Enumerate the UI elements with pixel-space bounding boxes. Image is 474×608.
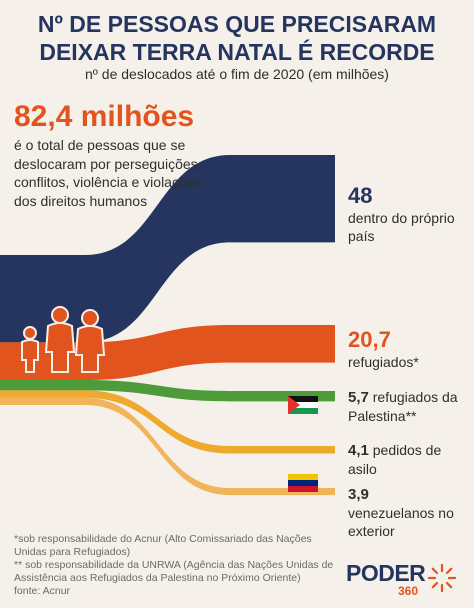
footnotes: *sob responsabilidade do Acnur (Alto Com… bbox=[14, 533, 344, 598]
label-text: refugiados* bbox=[348, 354, 419, 370]
flow-asylum-requests bbox=[0, 390, 335, 454]
label-value: 4,1 bbox=[348, 442, 369, 459]
source-note: fonte: Acnur bbox=[14, 585, 71, 597]
label-value: 5,7 bbox=[348, 389, 369, 406]
label-text: refugiados da Palestina** bbox=[348, 389, 458, 424]
label-palestine-refugees: 5,7 refugiados da Palestina** bbox=[348, 388, 466, 425]
label-value: 20,7 bbox=[348, 327, 391, 352]
label-refugees: 20,7 refugiados* bbox=[348, 327, 458, 371]
venezuela-flag-icon bbox=[288, 474, 318, 492]
flow-palestine-refugees bbox=[0, 380, 335, 402]
total-value: 82,4 milhões bbox=[14, 100, 195, 133]
label-value: 3,9 bbox=[348, 486, 369, 503]
logo-suffix: 360 bbox=[398, 584, 419, 598]
total-description: é o total de pessoas que se deslocaram p… bbox=[14, 137, 202, 209]
flow-inside-country bbox=[0, 155, 335, 343]
label-value: 48 bbox=[348, 183, 373, 208]
label-venezuelans-abroad: 3,9 venezuelanos no exterior bbox=[348, 485, 458, 540]
label-inside-country: 48 dentro do próprio país bbox=[348, 183, 458, 245]
subtitle: nº de deslocados até o fim de 2020 (em m… bbox=[85, 66, 389, 82]
poder360-logo: PODER 360 bbox=[346, 560, 461, 600]
label-asylum-requests: 4,1 pedidos de asilo bbox=[348, 441, 458, 478]
label-text: venezuelanos no exterior bbox=[348, 505, 454, 539]
logo-name: PODER bbox=[346, 560, 426, 586]
footnote-1: *sob responsabilidade do Acnur (Alto Com… bbox=[14, 533, 312, 558]
label-text: pedidos de asilo bbox=[348, 442, 442, 477]
footnote-2: ** sob responsabilidade da UNRWA (Agênci… bbox=[14, 559, 334, 584]
title-line-2: DEIXAR TERRA NATAL É RECORDE bbox=[39, 39, 435, 65]
palestine-flag-icon bbox=[288, 396, 318, 414]
page-title: Nº DE PESSOAS QUE PRECISARAM DEIXAR TERR… bbox=[0, 10, 474, 66]
label-text: dentro do próprio país bbox=[348, 210, 455, 244]
sun-rays-icon bbox=[427, 563, 457, 593]
title-line-1: Nº DE PESSOAS QUE PRECISARAM bbox=[37, 11, 437, 37]
family-silhouette-icon bbox=[21, 306, 106, 373]
